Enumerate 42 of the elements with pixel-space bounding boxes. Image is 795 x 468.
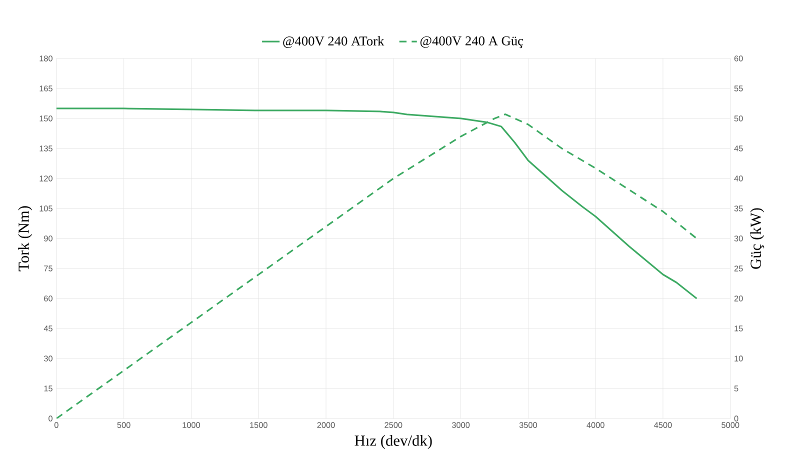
y2-tick-label: 10: [734, 356, 743, 362]
y2-tick-label: 45: [734, 146, 743, 152]
y-tick-label: 165: [40, 86, 52, 92]
x-tick-label: 5000: [722, 422, 740, 428]
x-tick-label: 2000: [317, 422, 335, 428]
y-tick-label: 60: [44, 296, 52, 302]
x-tick-label: 4500: [654, 422, 672, 428]
y2-tick-label: 40: [734, 176, 743, 182]
x-tick-label: 0: [54, 422, 58, 428]
legend-label: @400V 240 ATork: [283, 36, 384, 48]
y-tick-label: 105: [40, 206, 52, 212]
y-tick-label: 135: [40, 146, 52, 152]
y-tick-label: 90: [44, 236, 52, 242]
x-axis-title: Hız (dev/dk): [354, 435, 432, 450]
y2-tick-label: 35: [734, 206, 743, 212]
x-tick-label: 1000: [182, 422, 200, 428]
y2-tick-label: 20: [734, 296, 743, 302]
y-tick-label: 45: [44, 326, 52, 332]
y-tick-label: 75: [44, 266, 52, 272]
x-tick-label: 500: [117, 422, 130, 428]
y-tick-label: 150: [40, 116, 52, 122]
y2-tick-label: 50: [734, 116, 743, 122]
x-tick-label: 3500: [519, 422, 537, 428]
y2-tick-label: 55: [734, 86, 743, 92]
y-tick-label: 180: [40, 56, 52, 62]
x-tick-label: 1500: [250, 422, 268, 428]
y2-tick-label: 5: [734, 386, 738, 392]
x-tick-label: 2500: [384, 422, 402, 428]
y-tick-label: 15: [44, 386, 52, 392]
y-tick-label: 30: [44, 356, 52, 362]
y2-axis-title: Güç (kW): [750, 208, 764, 269]
y2-tick-label: 30: [734, 236, 743, 242]
x-tick-label: 4000: [586, 422, 604, 428]
legend-label: @400V 240 A Güç: [420, 36, 524, 48]
x-tick-label: 3000: [452, 422, 470, 428]
y-tick-label: 0: [48, 416, 52, 422]
y-tick-label: 120: [40, 176, 52, 182]
y2-tick-label: 15: [734, 326, 743, 332]
y2-tick-label: 0: [734, 416, 738, 422]
y-axis-title: Tork (Nm): [18, 206, 32, 272]
y2-tick-label: 25: [734, 266, 743, 272]
y2-tick-label: 60: [734, 56, 743, 62]
